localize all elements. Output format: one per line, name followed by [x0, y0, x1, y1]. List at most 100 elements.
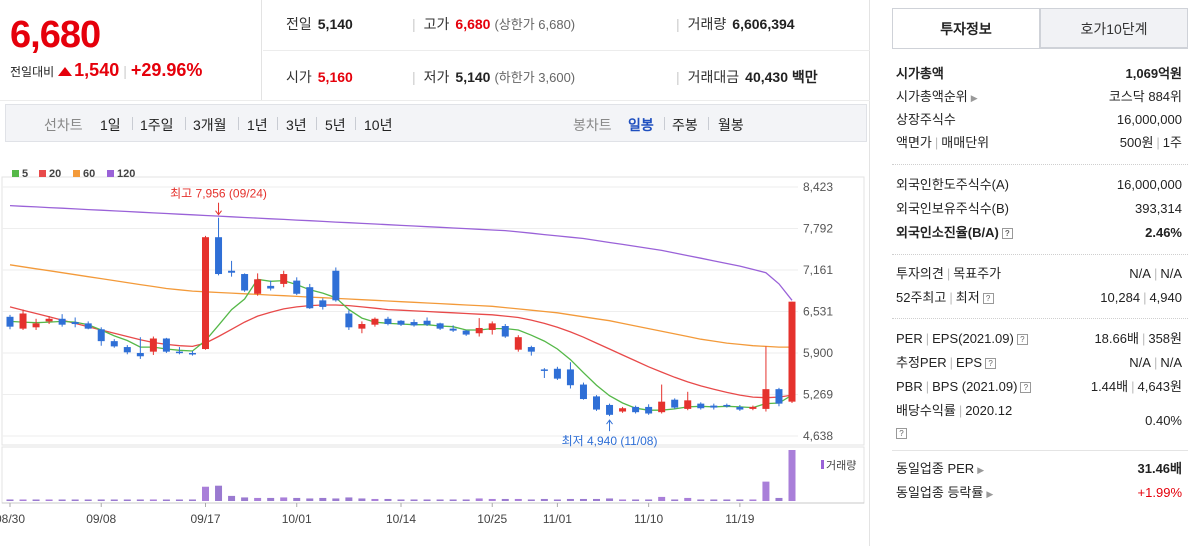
volume-bar [566, 498, 574, 501]
low-arrow-head [606, 419, 613, 425]
upper-limit: (상한가 6,680) [494, 17, 576, 32]
volume-bar [697, 499, 705, 501]
period-1y[interactable]: 1년 [247, 117, 268, 133]
dividend-value-row: 0.40% [896, 411, 1182, 431]
candle-weekly[interactable]: 주봉 [672, 117, 698, 133]
x-tick-label: 11/10 [634, 512, 663, 526]
help-icon[interactable]: ? [982, 293, 994, 305]
y-tick-label: 5,269 [803, 388, 833, 402]
volume-bar [736, 499, 744, 501]
candle-body [645, 406, 653, 414]
market-cap-value: 1,069억원 [1125, 66, 1182, 81]
trade-unit-label: 매매단위 [941, 135, 990, 150]
help-icon[interactable]: ? [1020, 382, 1032, 394]
candle-daily[interactable]: 일봉 [628, 117, 654, 133]
change-label: 전일대비 [10, 65, 55, 79]
volume-legend-label: 거래량 [826, 459, 856, 472]
y-tick-label: 5,900 [803, 346, 833, 360]
line-chart-label[interactable]: 선차트 [44, 117, 83, 133]
foreign-limit-row: 외국인한도주식수(A) 16,000,000 [896, 175, 1182, 195]
w52-low-label: 최저 [955, 290, 980, 305]
market-cap-rank-row[interactable]: 시가총액순위 ▶ 코스닥 884위 [896, 87, 1182, 107]
market-cap-rank-label: 시가총액순위 [896, 89, 968, 104]
candle-body [358, 324, 366, 329]
volume-bar [749, 499, 757, 501]
tab-hoga10[interactable]: 호가10단계 [1040, 8, 1188, 48]
volume-bar [97, 499, 105, 501]
candle-body [671, 399, 679, 408]
volume-bar [579, 498, 587, 501]
period-1d[interactable]: 1일 [100, 117, 121, 133]
listed-shares-row: 상장주식수 16,000,000 [896, 110, 1182, 130]
volume-bar [762, 481, 770, 501]
help-icon[interactable]: ? [985, 358, 997, 370]
candle-body [632, 406, 640, 413]
candle-body [684, 400, 692, 409]
sector-per-row[interactable]: 동일업종 PER ▶ 31.46배 [896, 459, 1182, 479]
volume-bar [241, 497, 249, 501]
candle-body [462, 330, 470, 335]
dividend-yield-value: 0.40% [1145, 413, 1182, 428]
help-icon[interactable]: ? [1001, 228, 1013, 240]
high-stat: | 고가 6,680 (상한가 6,680) [412, 16, 576, 32]
volume-bar [228, 495, 236, 501]
help-icon[interactable]: ? [896, 428, 907, 440]
candle-body [267, 285, 275, 289]
candle-body [136, 352, 144, 357]
candle-body [762, 389, 770, 409]
candle-body [228, 270, 236, 273]
candle-chart-label[interactable]: 봉차트 [573, 117, 612, 133]
candle-body [566, 369, 574, 386]
candle-body [319, 300, 327, 307]
header-divider [263, 50, 870, 51]
volume-label: 거래량 [687, 16, 727, 32]
volume-bar [645, 499, 653, 501]
candle-body [501, 326, 509, 337]
volume-bar [306, 498, 314, 501]
tab-invest-info[interactable]: 투자정보 [892, 8, 1040, 48]
volume-bar [606, 498, 614, 501]
volume-bar [254, 497, 262, 501]
eps-value: 358원 [1148, 331, 1182, 346]
candle-body [553, 368, 561, 379]
bps-value: 4,643원 [1137, 379, 1183, 394]
volume-bar [514, 498, 522, 501]
w52-high-label: 52주최고 [896, 290, 947, 305]
volume-bar [684, 497, 692, 501]
volume-bar [215, 485, 223, 501]
change-percent: +29.96% [130, 60, 203, 80]
help-icon[interactable]: ? [1016, 334, 1028, 346]
candle-body [58, 318, 66, 325]
period-5y[interactable]: 5년 [325, 117, 346, 133]
volume-bar [345, 497, 353, 501]
par-unit-row: 액면가 | 매매단위 500원 | 1주 [896, 135, 1182, 150]
foreign-ratio-row: 외국인소진율(B/A)? 2.46% [896, 223, 1182, 243]
volume-bar [397, 499, 405, 501]
period-1w[interactable]: 1주일 [140, 117, 174, 133]
volume-bar [110, 499, 118, 501]
period-3y[interactable]: 3년 [286, 117, 307, 133]
open-stat: 시가 5,160 [286, 67, 353, 87]
candle-body [658, 401, 666, 413]
candle-body [332, 270, 340, 301]
candle-body [175, 351, 183, 354]
candle-body [488, 323, 496, 330]
period-3m[interactable]: 3개월 [193, 117, 227, 133]
volume-bar [19, 499, 27, 501]
high-arrow-head [215, 210, 222, 216]
volume-bar [462, 499, 470, 501]
period-10y[interactable]: 10년 [364, 117, 393, 133]
sector-rate-row[interactable]: 동일업종 등락률 ▶ +1.99% [896, 483, 1182, 503]
candle-monthly[interactable]: 월봉 [718, 117, 744, 133]
pbr-label: PBR [896, 379, 923, 394]
per-value: 18.66배 [1094, 331, 1139, 346]
candle-body [775, 389, 783, 404]
candle-body [188, 352, 196, 355]
candle-body [32, 323, 40, 328]
legend-swatch [107, 170, 114, 177]
up-arrow-icon [58, 67, 73, 77]
x-tick-label: 08/30 [0, 512, 25, 526]
candlestick-chart[interactable]: 8,423 7,792 7,161 6,531 5,900 5,269 4,638 08/30… [0, 160, 868, 546]
change-amount: 1,540 [74, 60, 120, 80]
open-label: 시가 [286, 69, 312, 85]
